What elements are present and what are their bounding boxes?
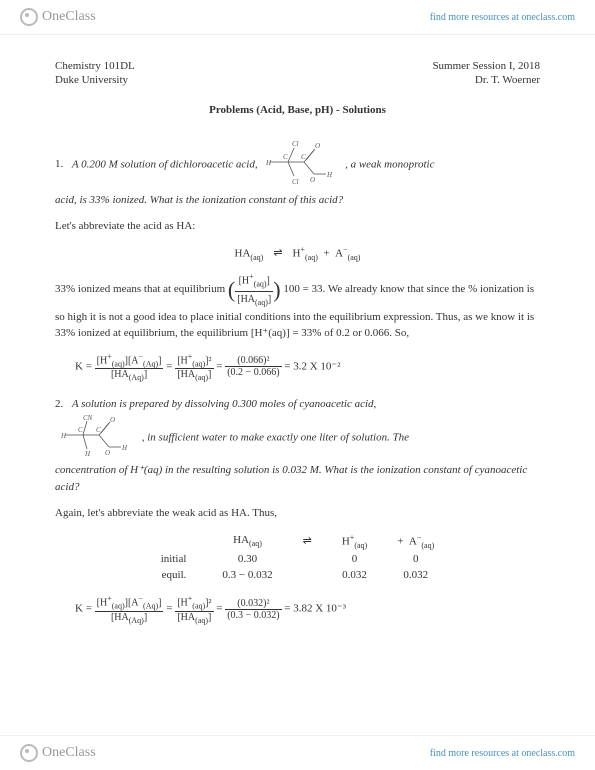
- tagline-bottom[interactable]: find more resources at oneclass.com: [430, 748, 575, 759]
- ice-h2: ⇌: [289, 532, 326, 551]
- problem-2-number: 2.: [55, 398, 63, 410]
- p2-again: Again, let's abbreviate the weak acid as…: [55, 505, 540, 522]
- svg-text:O: O: [110, 416, 115, 424]
- eq1: =: [166, 360, 175, 372]
- p2-t1: A solution is prepared by dissolving 0.3…: [72, 398, 377, 410]
- meta-row-2: Duke University Dr. T. Woerner: [55, 74, 540, 86]
- meta-row-1: Chemistry 101DL Summer Session I, 2018: [55, 60, 540, 72]
- course-code: Chemistry 101DL: [55, 60, 135, 72]
- svg-text:C: C: [78, 426, 83, 434]
- svg-text:H: H: [266, 159, 272, 167]
- svg-text:CN: CN: [83, 414, 93, 422]
- svg-text:O: O: [310, 176, 315, 184]
- problem-1-number: 1.: [55, 158, 63, 170]
- dichloroacetic-diagram: H Cl Cl O O H C C: [266, 138, 336, 192]
- ice-table: HA(aq) ⇌ H+(aq) + A−(aq) initial0.3000 e…: [145, 530, 451, 585]
- k-label-2: K =: [75, 603, 92, 615]
- header-bar: OneClass find more resources at oneclass…: [0, 0, 595, 35]
- p2-t2: , in sufficient water to make exactly on…: [142, 431, 409, 443]
- k-label: K =: [75, 360, 92, 372]
- svg-text:C: C: [301, 153, 306, 161]
- p2-kresult: = 3.82 X 10⁻³: [284, 603, 346, 615]
- p1-t3: acid, is 33% ionized. What is the ioniza…: [55, 194, 343, 206]
- p2-k-equation: K = [H+(aq)][A−(Aq)][HA(Aq)] = [H+(aq)]²…: [75, 594, 540, 624]
- ice-header-row: HA(aq) ⇌ H+(aq) + A−(aq): [147, 532, 449, 551]
- ice-h4: + A−(aq): [383, 532, 448, 551]
- svg-text:Cl: Cl: [292, 140, 299, 148]
- p2-t3: concentration of H⁺(aq) in the resulting…: [55, 464, 527, 493]
- p1-equilibrium-eq: HA(aq)⇌H+(aq) + A−(aq): [55, 245, 540, 262]
- problem-1-text: 1. A 0.200 M solution of dichloroacetic …: [55, 138, 540, 208]
- svg-text:Cl: Cl: [292, 178, 299, 186]
- logo-text-footer: OneClass: [42, 745, 96, 761]
- svg-text:O: O: [315, 142, 320, 150]
- school: Duke University: [55, 74, 128, 86]
- logo-icon: [20, 8, 38, 26]
- svg-text:H: H: [326, 171, 333, 179]
- svg-text:H: H: [84, 450, 91, 457]
- instructor: Dr. T. Woerner: [475, 74, 540, 86]
- cyanoacetic-diagram: H CN H O O H C C: [61, 413, 133, 463]
- svg-text:H: H: [121, 444, 128, 452]
- svg-text:O: O: [105, 449, 110, 457]
- p1-k-equation: K = [H+(aq)][A−(Aq)][HA(Aq)] = [H+(aq)]²…: [75, 352, 540, 382]
- eq4: =: [216, 603, 225, 615]
- p1-exp2: 100 = 33. We already know that since: [283, 284, 449, 296]
- ice-initial-row: initial0.3000: [147, 552, 449, 566]
- page-title: Problems (Acid, Base, pH) - Solutions: [55, 104, 540, 116]
- eq2: =: [216, 360, 225, 372]
- p1-kresult: = 3.2 X 10⁻²: [284, 360, 340, 372]
- p1-abbr: Let's abbreviate the acid as HA:: [55, 218, 540, 235]
- ice-h1: HA(aq): [208, 532, 286, 551]
- ice-h3: H+(aq): [328, 532, 381, 551]
- svg-text:C: C: [96, 426, 101, 434]
- p1-t2: , a weak monoprotic: [345, 158, 434, 170]
- logo-footer: OneClass: [20, 744, 96, 762]
- p1-explain: 33% ionized means that at equilibrium ([…: [55, 271, 540, 341]
- footer-bar: OneClass find more resources at oneclass…: [0, 735, 595, 770]
- svg-text:H: H: [61, 432, 67, 440]
- page-content: Chemistry 101DL Summer Session I, 2018 D…: [0, 35, 595, 675]
- session: Summer Session I, 2018: [432, 60, 540, 72]
- tagline-top[interactable]: find more resources at oneclass.com: [430, 12, 575, 23]
- ice-equil-row: equil.0.3 − 0.0320.0320.032: [147, 568, 449, 582]
- logo-icon-footer: [20, 744, 38, 762]
- problem-2-text: 2. A solution is prepared by dissolving …: [55, 396, 540, 495]
- p1-exp1: 33% ionized means that at equilibrium: [55, 284, 225, 296]
- logo-text: OneClass: [42, 9, 96, 25]
- logo: OneClass: [20, 8, 96, 26]
- svg-text:C: C: [283, 153, 288, 161]
- eq3: =: [166, 603, 175, 615]
- p1-t1: A 0.200 M solution of dichloroacetic aci…: [72, 158, 258, 170]
